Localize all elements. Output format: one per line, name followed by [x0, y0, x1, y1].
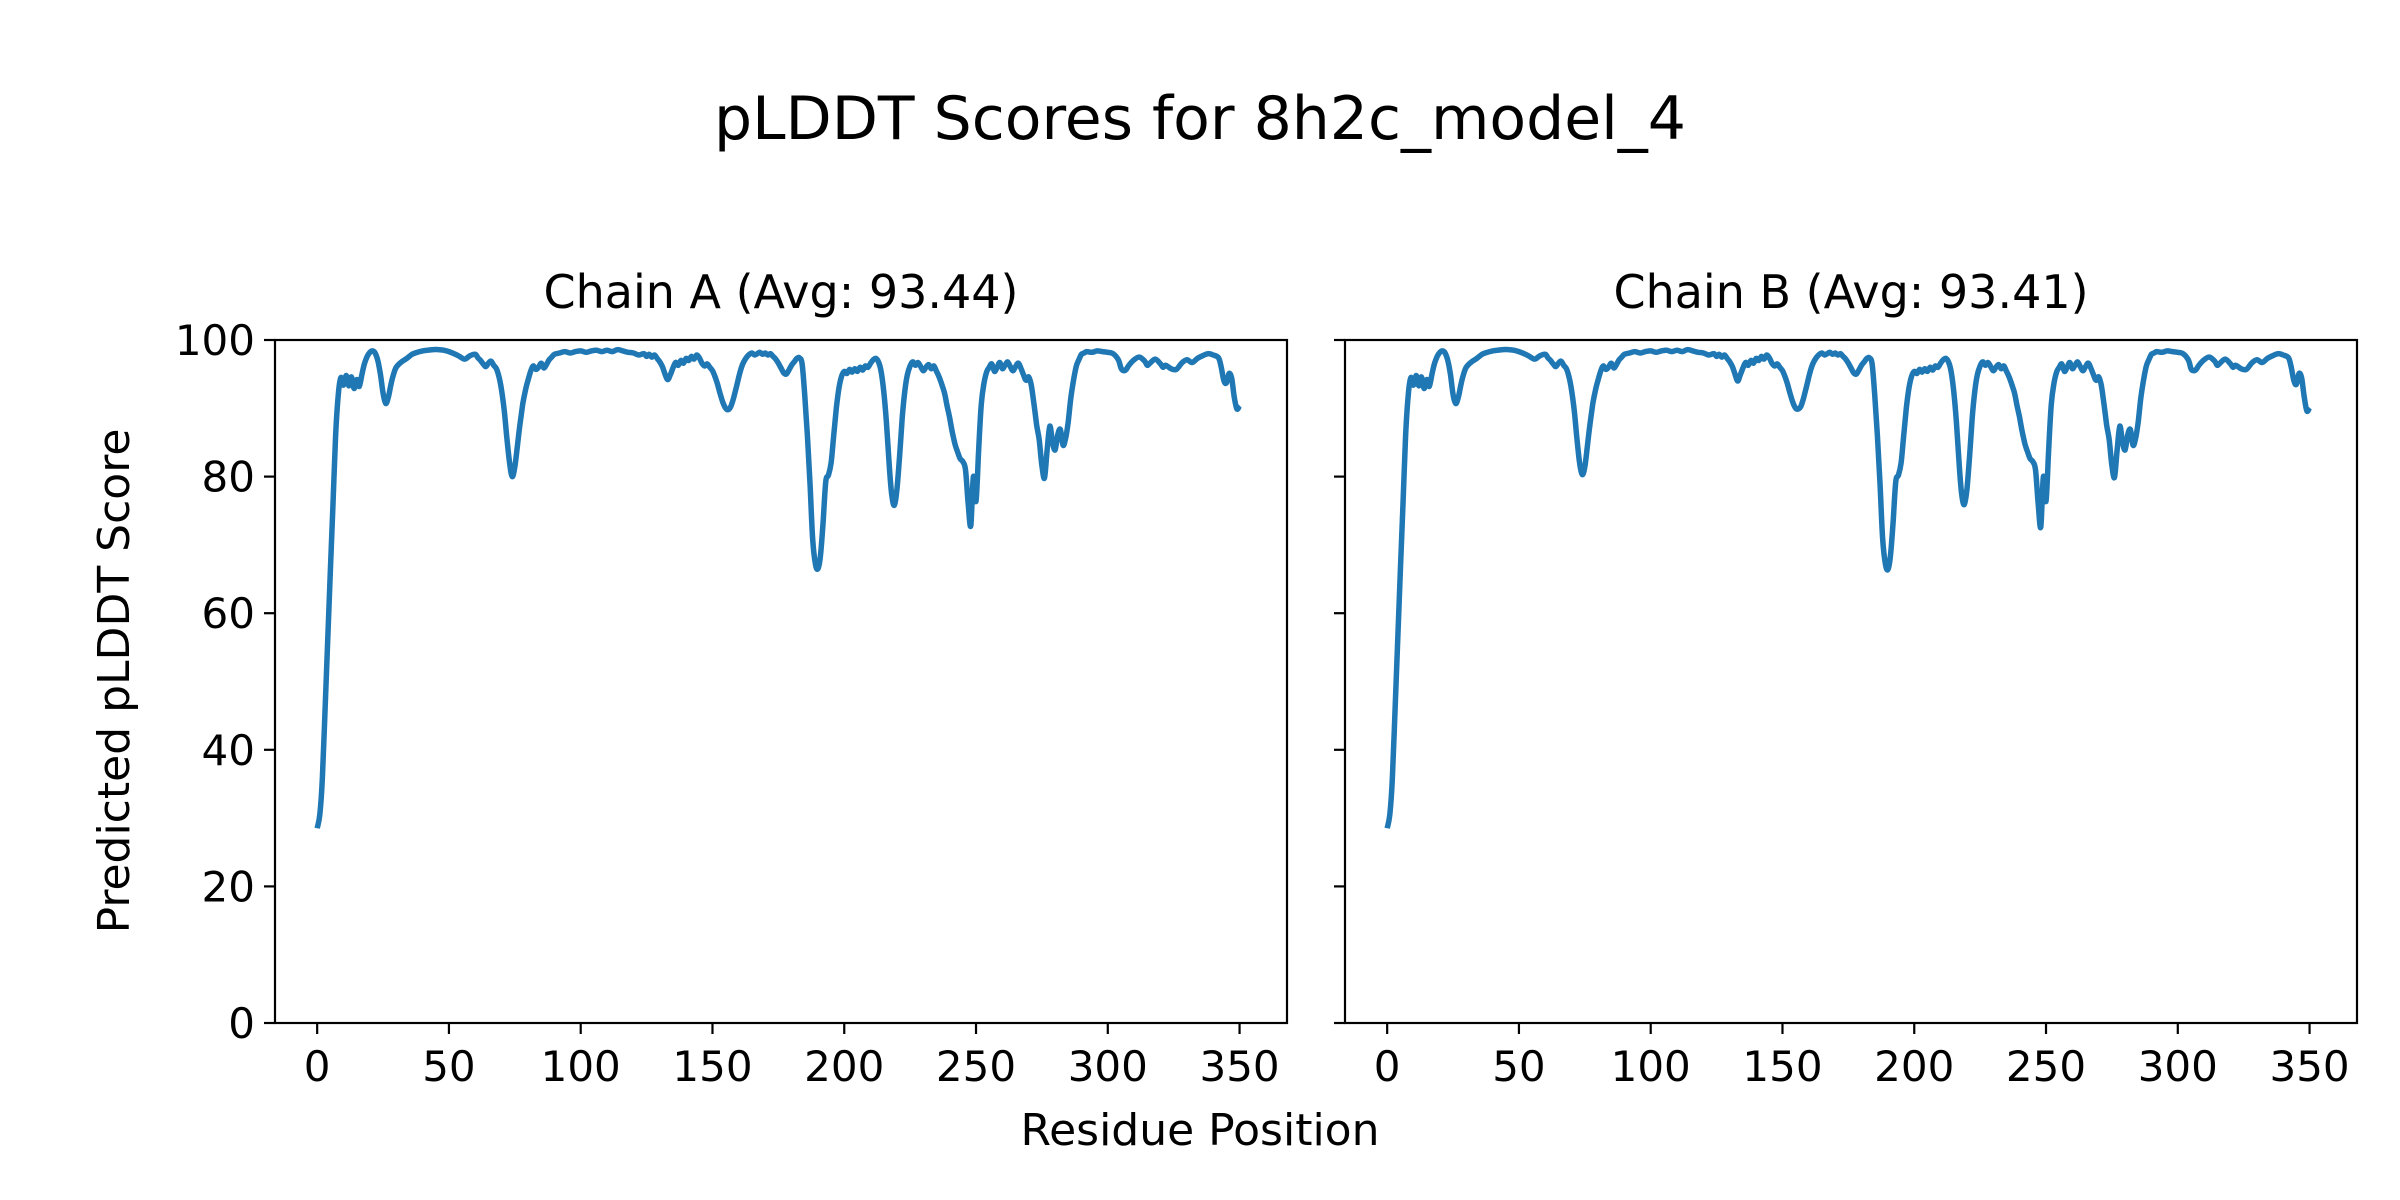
chain-b-title: Chain B (Avg: 93.41): [1613, 265, 2089, 319]
x-tick-label: 300: [1068, 1042, 1148, 1091]
x-tick-label: 100: [541, 1042, 621, 1091]
x-tick-label: 250: [936, 1042, 1016, 1091]
x-tick-label: 150: [1742, 1042, 1822, 1091]
x-tick-label: 350: [1199, 1042, 1279, 1091]
y-tick-label: 80: [202, 453, 255, 502]
axes-spines: [273, 338, 1289, 1025]
x-tick-label: 350: [2269, 1042, 2349, 1091]
x-tick-label: 50: [422, 1042, 475, 1091]
plddt-line-chain-a: [314, 346, 1242, 829]
x-tick-label: 200: [804, 1042, 884, 1091]
x-tick-label: 150: [672, 1042, 752, 1091]
y-tick-label: 40: [202, 726, 255, 775]
x-axis-label: Residue Position: [1020, 1105, 1380, 1156]
figure-title: pLDDT Scores for 8h2c_model_4: [714, 84, 1686, 154]
y-tick-label: 60: [202, 589, 255, 638]
x-tick-label: 250: [2006, 1042, 2086, 1091]
chain-b-axes: 0 50 100 150 200 250 300 350: [1334, 338, 2359, 1091]
plddt-line-chain-b: [1384, 346, 2312, 829]
axes-spines: [1343, 338, 2359, 1025]
x-tick-label: 300: [2138, 1042, 2218, 1091]
x-tick-label: 100: [1611, 1042, 1691, 1091]
x-tick-label: 0: [1374, 1042, 1401, 1091]
x-tick-label: 0: [304, 1042, 331, 1091]
y-tick-label: 0: [228, 999, 255, 1048]
x-tick-label: 50: [1492, 1042, 1545, 1091]
x-tick-label: 200: [1874, 1042, 1954, 1091]
y-tick-label: 20: [202, 862, 255, 911]
y-axis-label: Predicted pLDDT Score: [89, 428, 140, 934]
chain-a-axes: 0 50 100 150 200 250 300 350 0 20 40 60 80 100: [175, 316, 1289, 1091]
y-tick-label: 100: [175, 316, 255, 365]
chain-a-title: Chain A (Avg: 93.44): [543, 265, 1019, 319]
